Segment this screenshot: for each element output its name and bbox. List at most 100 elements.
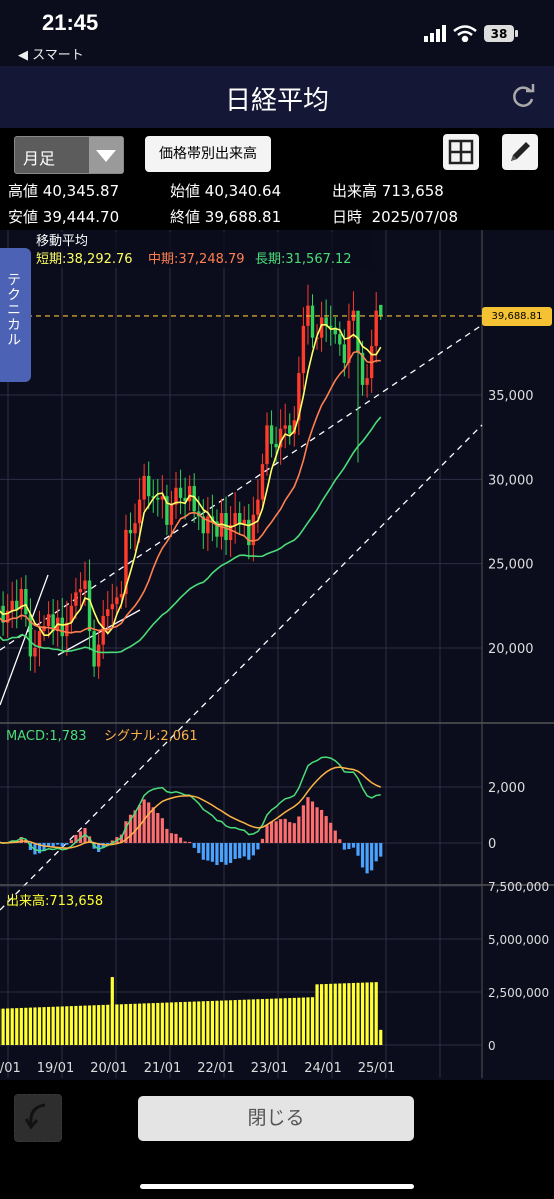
volume-bar [347,983,351,1045]
macd-histogram-bar [370,843,374,871]
stock-chart[interactable]: 35,000 30,000 25,000 20,000 移動平均短期:38,292.76… [0,230,554,1080]
volume-bar [333,983,337,1045]
volume-bar [215,1000,219,1045]
volume-profile-button[interactable]: 価格帯別出来高 [145,136,271,172]
macd-histogram-bar [56,843,60,845]
back-to-app-link[interactable]: ◀ スマート [18,48,84,63]
macd-histogram-bar [274,821,278,843]
high-label: 高値 [8,182,39,200]
volume-bar [19,1007,23,1045]
volume-bar [229,1000,233,1045]
macd-histogram-bar [169,833,174,843]
trend-channel-lower [0,424,483,911]
macd-histogram-bar [288,822,292,843]
candle-body [156,497,160,500]
macd-histogram-bar [247,843,251,860]
volume-bar [6,1008,10,1045]
candle-body [338,334,342,345]
volume-bar [115,1004,119,1045]
candle-body [238,513,242,525]
layout-grid-button[interactable] [443,134,479,170]
volume-bar [42,1007,46,1045]
refresh-icon[interactable] [510,84,536,110]
volume-bar [56,1006,60,1045]
volume-bar [178,1002,183,1045]
volume-bar [142,1003,146,1045]
close-button[interactable]: 閉じる [138,1096,414,1141]
ma-long-line [0,416,382,654]
status-bar: 21:45 ◀ スマート 38 [0,0,554,66]
macd-histogram-bar [256,843,260,850]
candle-body [110,604,114,610]
macd-histogram-bar [201,843,205,860]
candle-body [147,475,151,497]
undo-icon [24,1103,46,1130]
macd-histogram-bar [197,843,201,854]
candle-body [151,496,155,498]
candle-body [33,648,37,657]
battery-icon [484,25,518,42]
macd-histogram-bar [19,837,23,843]
candle-body [137,499,142,524]
macd-histogram-bar [133,810,137,843]
volume-bar [197,1001,201,1045]
macd-histogram-bar [69,840,73,843]
volume-bar [224,1000,228,1045]
candle-body [333,327,337,335]
volume-bar [360,982,365,1045]
macd-histogram-bar [51,843,55,848]
draw-button[interactable] [502,134,538,170]
time-axis-tick: 25/01 [358,1061,395,1076]
candle-body [269,425,274,444]
volume-bar [356,982,360,1045]
candle-body [260,464,265,500]
volume-bar [324,983,328,1045]
volume-bar [174,1002,178,1045]
period-select[interactable]: 月足 [14,136,124,174]
volume-bar [119,1004,123,1045]
volume-bar [206,1001,210,1045]
volume-bar [188,1001,192,1045]
last-price-tag: 39,688.81 [482,307,552,326]
technical-tab[interactable]: テクニカル [0,248,31,382]
macd-histogram-bar [142,799,146,843]
time-axis-tick: 19/01 [37,1061,74,1076]
page-title: 日経平均 [224,85,329,115]
macd-histogram-bar [151,807,155,843]
undo-button[interactable] [14,1094,62,1142]
volume-bar [156,1002,160,1045]
candle-body [178,487,183,498]
macd-histogram-bar [83,827,87,843]
ohlc-info: 高値 40,345.87 始値 40,340.64 出来高 713,658 安値… [0,178,554,230]
candle-body [106,609,110,616]
macd-histogram-bar [106,843,110,845]
candle-body [74,592,78,606]
wifi-icon [453,25,477,42]
time-axis-tick: 23/01 [251,1061,288,1076]
candle-body [206,516,210,534]
macd-histogram-bar [251,843,255,856]
volume-bar [274,998,278,1045]
macd-histogram-bar [315,807,319,843]
grid-icon [448,139,474,165]
macd-histogram-bar [333,830,337,843]
candle-body [24,588,28,615]
volume-bar [306,997,310,1045]
volume-bar [1,1008,5,1045]
volume-axis-tick: 7,500,000 [488,880,549,894]
volume-bar [74,1005,78,1045]
macd-histogram-bar [192,843,196,848]
macd-histogram-bar [283,818,287,843]
volume-bar [33,1007,37,1045]
volume-bar [365,982,369,1045]
volume-value: 713,658 [381,182,444,200]
macd-histogram-bar [365,843,369,874]
candle-body [165,496,169,525]
technical-tab-label: テクニカル [5,272,21,347]
candle-body [83,580,87,589]
candle-body [160,496,165,500]
volume-bar [379,1029,383,1045]
macd-histogram-bar [174,833,178,843]
candle-body [365,378,369,385]
candle-body [28,614,33,657]
